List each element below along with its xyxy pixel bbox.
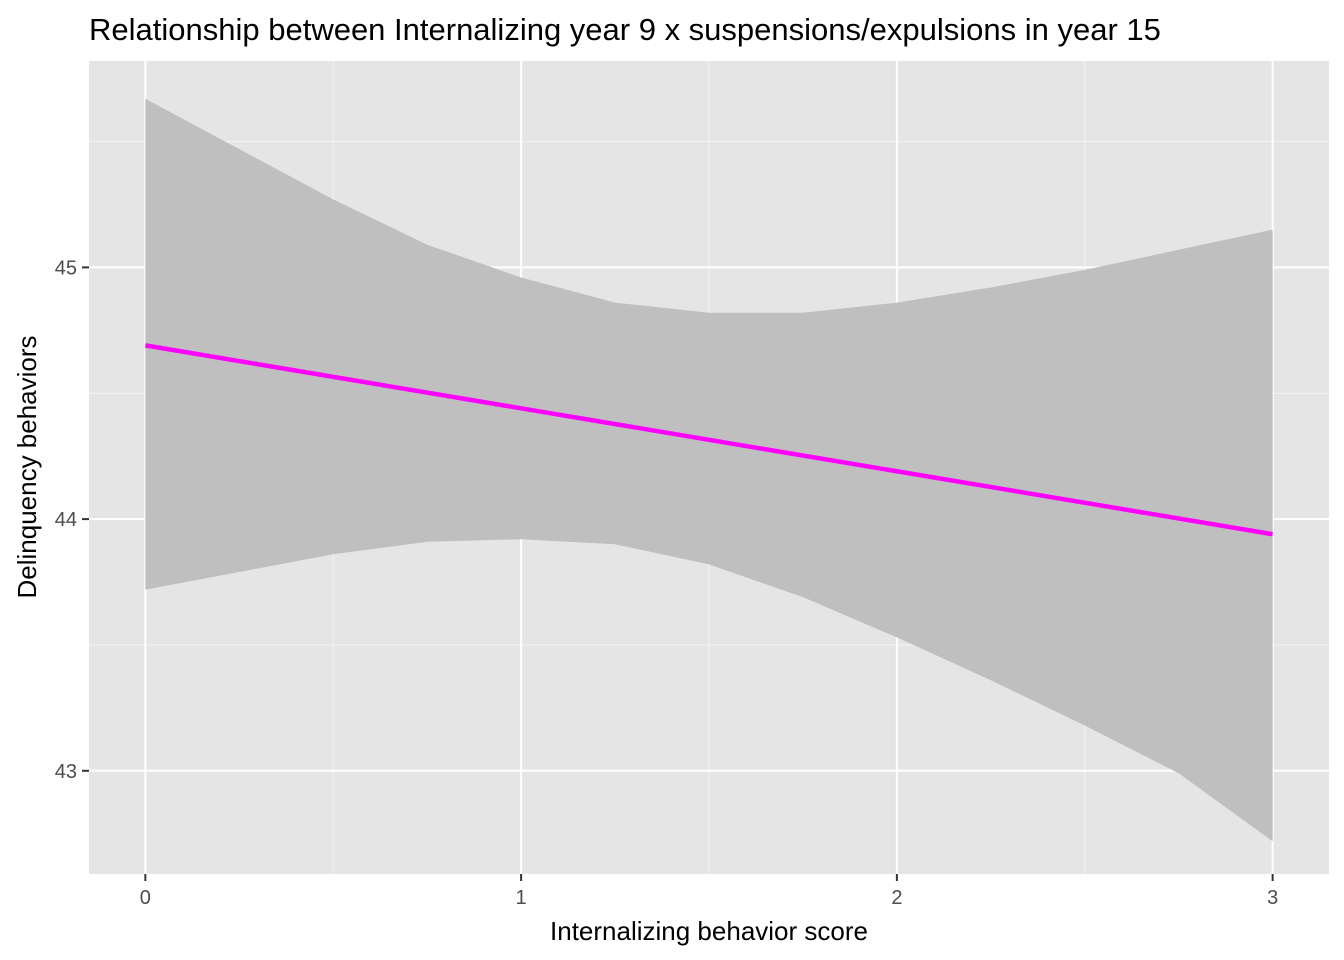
y-tick-label: 43 [55,761,77,783]
x-tick-label: 1 [516,887,527,909]
fitted-line [145,343,1273,537]
confidence-band [145,98,1273,842]
series-lines [145,343,1273,537]
x-axis: 0 1 2 3 [140,874,1278,909]
y-tick-label: 45 [55,257,77,279]
y-axis: 43 44 45 [55,257,89,783]
y-axis-title: Delinquency behaviors [12,335,42,598]
x-tick-label: 0 [140,887,151,909]
y-tick-label: 44 [55,509,77,531]
x-tick-label: 2 [891,887,902,909]
x-tick-label: 3 [1267,887,1278,909]
x-axis-title: Internalizing behavior score [550,916,868,946]
chart-title: Relationship between Internalizing year … [89,12,1161,47]
